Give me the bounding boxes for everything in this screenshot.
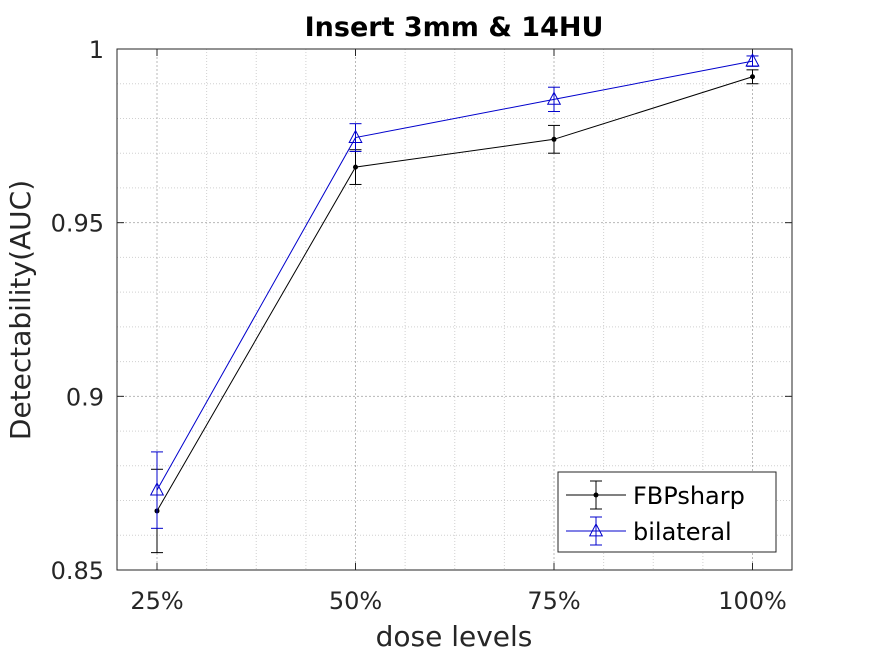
series-1 [149,53,760,529]
y-tick-label: 0.85 [51,557,104,585]
y-tick-label: 0.95 [51,210,104,238]
series-line [156,76,753,512]
x-tick-label: 100% [718,587,787,615]
axis-ticks: 25% 50% 75% 100% 0.85 0.9 0.95 1 [51,36,792,615]
y-axis-label: Detectability(AUC) [4,180,37,440]
data-point [353,164,358,170]
data-point [745,53,760,67]
data-point [551,136,557,142]
legend-item: FBPsharp [566,480,745,510]
chart-title: Insert 3mm & 14HU [305,12,604,43]
y-tick-label: 0.9 [66,383,104,411]
legend-box [557,471,777,553]
data-point [750,74,755,80]
x-tick-label: 25% [130,587,183,615]
data-point [348,129,363,143]
series-line [156,60,753,491]
x-axis-label: dose levels [376,620,533,653]
y-tick-label: 1 [89,36,104,64]
data-point [149,482,165,496]
legend-label: FBPsharp [633,482,745,510]
legend-label: bilateral [633,518,732,546]
x-tick-label: 75% [527,587,580,615]
legend: FBPsharp bilateral [557,471,777,553]
data-point [546,91,562,105]
legend-marker [593,492,599,498]
legend-item: bilateral [566,516,732,546]
x-tick-label: 50% [329,587,382,615]
series-layer [149,53,760,554]
plot-frame [116,48,793,571]
legend-marker [588,522,604,537]
